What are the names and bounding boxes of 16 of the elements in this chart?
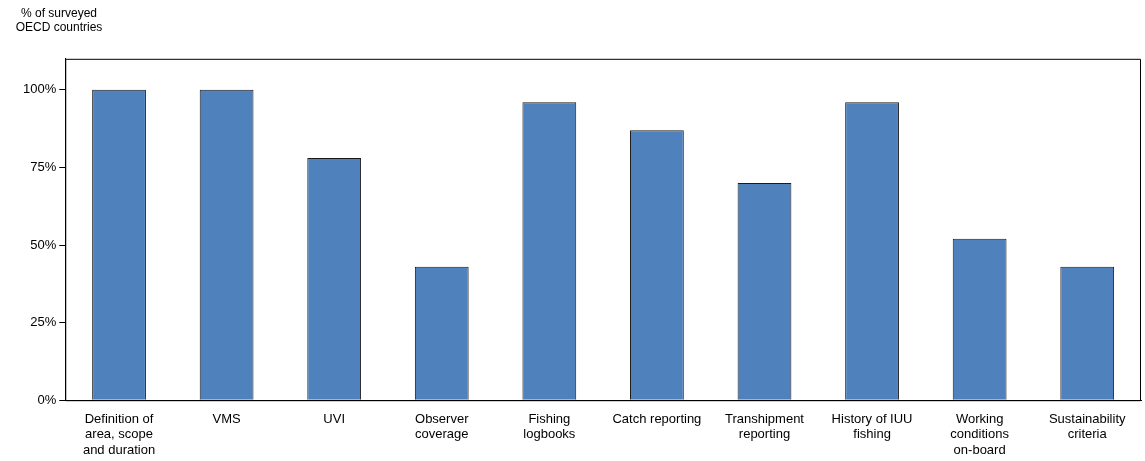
x-tick-label: Observer coverage [415, 410, 470, 442]
y-axis-title: % of surveyed OECD countries [14, 6, 104, 34]
x-tick-label: VMS [212, 410, 242, 426]
x-tick-label: Fishing logbooks [523, 410, 576, 442]
x-tick-label: UVI [323, 410, 346, 426]
x-tick-label: History of IUU fishing [831, 410, 913, 442]
x-tick-label: Transhipment reporting [724, 410, 805, 442]
y-tick-label: 75% [30, 159, 57, 175]
x-tick-label: Working conditions on-board [950, 410, 1010, 457]
x-tick-label: Catch reporting [612, 410, 702, 426]
y-tick-label: 0% [37, 391, 57, 407]
y-tick-label: 25% [30, 314, 57, 330]
y-tick-label: 100% [23, 81, 57, 97]
x-tick-label: Sustainability criteria [1048, 410, 1126, 442]
x-tick-label: Definition of area, scope and duration [82, 410, 156, 457]
y-tick-label: 50% [30, 236, 57, 252]
